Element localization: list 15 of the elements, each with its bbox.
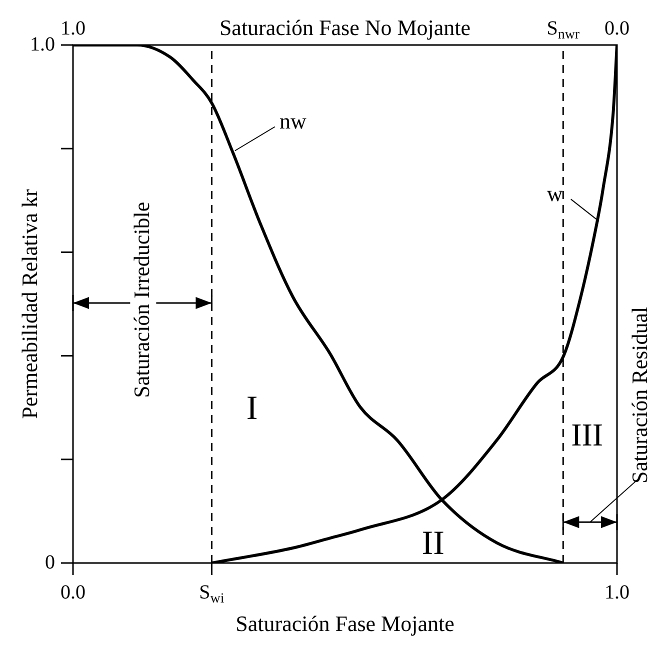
annotation: III xyxy=(571,416,604,453)
x-tick-label: 0.0 xyxy=(60,581,86,604)
x2-tick-label: 0.0 xyxy=(604,17,630,40)
series-label: w xyxy=(546,180,563,206)
text: Saturación Residual xyxy=(626,306,652,484)
text: nw xyxy=(279,108,306,134)
x2-axis-title: Saturación Fase No Mojante xyxy=(219,14,471,40)
y-tick-label: 0 xyxy=(45,551,55,574)
x-axis-title: Saturación Fase Mojante xyxy=(236,610,454,636)
annotation: Saturación Irreducible xyxy=(128,202,154,398)
x-tick-label: 1.0 xyxy=(604,581,630,604)
annotation: II xyxy=(422,524,444,562)
x2-tick-label: 1.0 xyxy=(60,17,86,40)
y-axis-title: Permeabilidad Relativa kr xyxy=(16,188,42,419)
annotation: I xyxy=(246,390,258,428)
